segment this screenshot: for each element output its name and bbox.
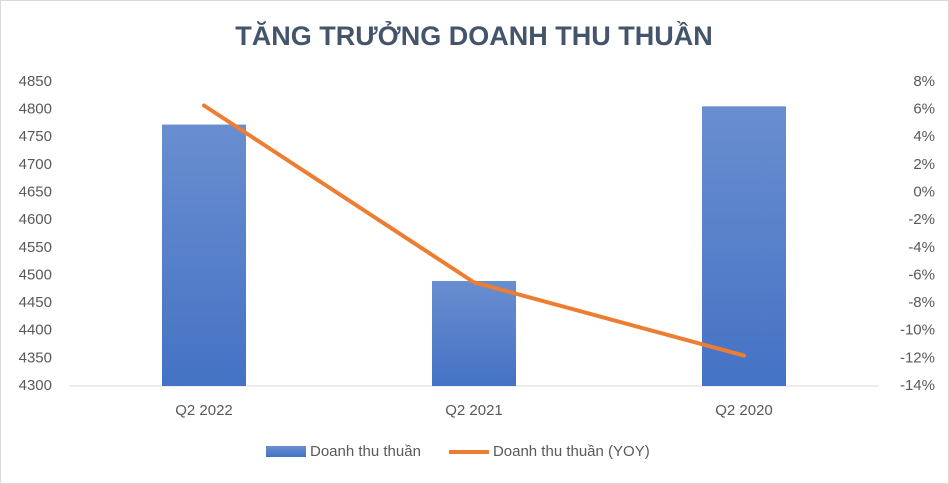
y2-tick-label: 0% [913, 184, 935, 201]
legend-swatch [266, 446, 306, 457]
y-tick-label: 4650 [19, 184, 52, 201]
y2-tick-label: 6% [913, 101, 935, 118]
y2-tick-label: -14% [900, 377, 935, 394]
y2-tick-label: 4% [913, 128, 935, 145]
line [202, 103, 746, 358]
y2-tick-label: -10% [900, 322, 935, 339]
y-tick-label: 4450 [19, 294, 52, 311]
y-tick-label: 4500 [19, 266, 52, 283]
y-tick-label: 4350 [19, 349, 52, 366]
y-tick-label: 4800 [19, 101, 52, 118]
bar [432, 280, 516, 386]
y-tick-label: 4400 [19, 322, 52, 339]
y-tick-label: 4700 [19, 156, 52, 173]
y2-tick-label: -4% [908, 239, 935, 256]
legend-label: Doanh thu thuần (YOY) [493, 443, 650, 460]
chart-title: TĂNG TRƯỞNG DOANH THU THUẦN [235, 19, 712, 51]
y2-tick-label: 8% [913, 73, 935, 90]
legend-label: Doanh thu thuần [310, 443, 421, 460]
bar [702, 106, 786, 386]
bar [162, 124, 246, 386]
y-tick-label: 4850 [19, 73, 52, 90]
y2-tick-label: 2% [913, 156, 935, 173]
y-tick-label: 4300 [19, 377, 52, 394]
y2-tick-label: -12% [900, 349, 935, 366]
x-tick-label: Q2 2020 [715, 402, 773, 419]
y-tick-label: 4550 [19, 239, 52, 256]
y2-tick-label: -8% [908, 294, 935, 311]
x-tick-label: Q2 2021 [445, 402, 503, 419]
y-tick-label: 4600 [19, 211, 52, 228]
y2-tick-label: -2% [908, 211, 935, 228]
x-tick-label: Q2 2022 [175, 402, 233, 419]
y2-tick-label: -6% [908, 266, 935, 283]
y-tick-label: 4750 [19, 128, 52, 145]
